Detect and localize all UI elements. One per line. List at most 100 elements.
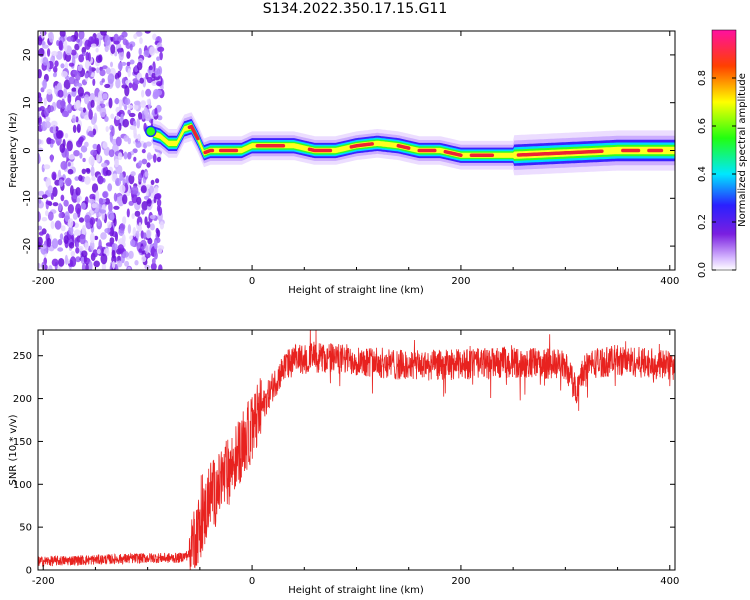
noise-speck <box>88 109 93 120</box>
noise-speck <box>57 238 63 246</box>
noise-speck <box>81 46 87 54</box>
noise-speck <box>136 118 140 129</box>
noise-speck <box>154 68 160 78</box>
spectrogram-y-label: Frequency (Hz) <box>8 112 19 188</box>
noise-speck <box>76 123 81 133</box>
x-tick-label: -200 <box>32 576 55 587</box>
noise-speck <box>129 43 133 51</box>
noise-speck <box>94 235 99 241</box>
noise-speck <box>45 116 51 123</box>
noise-speck <box>126 51 131 59</box>
noise-speck <box>78 31 85 40</box>
noise-speck <box>156 205 161 212</box>
noise-speck <box>101 262 107 270</box>
noise-speck <box>88 198 96 204</box>
noise-speck <box>38 225 42 231</box>
noise-speck <box>155 227 159 234</box>
noise-speck <box>64 148 69 160</box>
noise-speck <box>145 72 149 80</box>
noise-speck <box>78 174 83 182</box>
noise-speck <box>38 153 41 164</box>
noise-speck <box>133 133 138 139</box>
noise-speck <box>65 177 72 187</box>
y-tick-label: 10 <box>22 96 33 109</box>
noise-speck <box>60 160 68 170</box>
noise-speck <box>61 71 68 78</box>
noise-speck <box>105 126 109 132</box>
noise-speck <box>57 169 62 178</box>
noise-speck <box>50 192 54 200</box>
noise-speck <box>42 56 49 66</box>
noise-speck <box>114 98 120 105</box>
noise-speck <box>84 176 91 185</box>
noise-speck <box>90 166 95 177</box>
noise-speck <box>111 243 118 251</box>
noise-speck <box>60 225 66 232</box>
noise-speck <box>72 212 78 220</box>
noise-speck <box>105 67 111 75</box>
noise-speck <box>96 143 101 155</box>
noise-speck <box>108 201 113 213</box>
noise-speck <box>79 152 83 159</box>
noise-speck <box>63 235 69 245</box>
noise-speck <box>155 178 160 184</box>
noise-speck <box>96 153 101 163</box>
noise-speck <box>47 48 51 57</box>
noise-speck <box>157 115 163 121</box>
colorbar-tick-label: 0.4 <box>697 166 708 182</box>
noise-speck <box>57 247 64 252</box>
noise-speck <box>118 201 123 207</box>
noise-speck <box>122 216 127 225</box>
noise-speck <box>54 85 58 95</box>
noise-speck <box>144 216 148 226</box>
noise-speck <box>155 89 163 96</box>
noise-speck <box>50 139 55 145</box>
noise-speck <box>100 232 107 240</box>
noise-speck <box>118 34 125 41</box>
noise-speck <box>99 69 106 77</box>
noise-speck <box>92 128 97 136</box>
noise-speck <box>67 162 71 167</box>
noise-speck <box>124 105 128 111</box>
y-tick-label: 150 <box>13 437 32 448</box>
noise-speck <box>139 77 144 84</box>
noise-speck <box>86 168 91 174</box>
noise-speck <box>63 40 68 52</box>
x-tick-label: -200 <box>32 276 55 287</box>
noise-speck <box>51 238 59 249</box>
noise-speck <box>146 98 151 105</box>
noise-speck <box>151 258 156 265</box>
x-tick-label: 200 <box>451 276 470 287</box>
noise-speck <box>138 248 143 253</box>
colorbar-gradient <box>711 29 737 271</box>
noise-speck <box>96 105 102 112</box>
noise-speck <box>144 114 151 122</box>
noise-speck <box>100 253 108 265</box>
noise-speck <box>38 36 43 46</box>
noise-speck <box>146 229 151 239</box>
noise-speck <box>48 105 54 113</box>
colorbar-tick-label: 0.8 <box>697 70 708 86</box>
x-tick-label: 400 <box>660 576 679 587</box>
noise-speck <box>136 61 143 71</box>
noise-speck <box>90 43 97 48</box>
noise-speck <box>51 258 59 267</box>
noise-speck <box>156 245 163 255</box>
noise-speck <box>124 260 130 267</box>
noise-speck <box>156 156 162 163</box>
colorbar-ticks: 0.0 0.2 0.4 0.6 0.8 <box>697 70 736 278</box>
y-tick-label: 0 <box>26 566 32 577</box>
noise-speck <box>129 235 134 240</box>
noise-speck <box>151 72 156 79</box>
colorbar-tick-label: 0.6 <box>697 118 708 134</box>
noise-speck <box>140 185 147 194</box>
noise-speck <box>131 193 138 204</box>
noise-speck <box>141 255 147 263</box>
noise-speck <box>104 228 111 234</box>
noise-speck <box>134 80 140 85</box>
noise-speck <box>143 107 149 117</box>
x-tick-label: 200 <box>451 576 470 587</box>
noise-speck <box>152 33 157 41</box>
noise-speck <box>104 35 111 46</box>
noise-speck <box>115 178 121 187</box>
